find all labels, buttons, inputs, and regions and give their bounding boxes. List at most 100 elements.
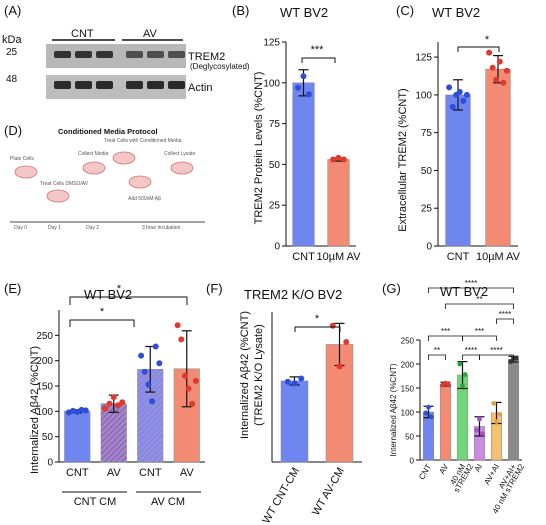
x-tick-label: AV: [107, 467, 122, 479]
blot-bands: [54, 51, 185, 89]
data-point: [106, 400, 113, 407]
band-actin-2: [75, 81, 92, 89]
y-tick-label: 150: [36, 382, 53, 393]
protocol-dish-3: [82, 161, 106, 175]
data-point: [486, 49, 493, 56]
sig-bracket: [69, 319, 135, 327]
protocol-dish-6: [170, 161, 194, 175]
group-label-cnt-cm: CNT CM: [74, 496, 117, 508]
data-point: [102, 405, 109, 412]
x-tick-label: 10µM AV: [316, 251, 361, 263]
data-point: [500, 79, 507, 86]
data-point: [284, 378, 291, 385]
band-trem2-4: [126, 51, 143, 58]
data-point: [423, 410, 429, 416]
data-point: [449, 103, 456, 110]
y-tick-label: 0: [274, 242, 280, 253]
band-trem2-6: [168, 51, 185, 58]
panel-a: (A) kDa 25 48 CNT AV TREM2 (Deglycosylat…: [2, 3, 250, 99]
sig-label: ****: [499, 310, 511, 319]
y-tick-label: 100: [401, 409, 415, 418]
data-point: [460, 383, 465, 388]
x-tick-label: AV: [180, 467, 195, 479]
band-label-actin: Actin: [188, 82, 212, 94]
band-label-trem2-sub: (Deglycosylated): [190, 62, 250, 71]
sig-bracket: [457, 46, 500, 52]
data-point: [300, 73, 307, 80]
data-point: [343, 339, 350, 345]
group-label-av-cm: AV CM: [151, 496, 185, 508]
data-point: [503, 67, 510, 74]
data-point: [508, 359, 514, 364]
chart-e: 0 50 100 150 200 250 CNT AV CNT AV: [36, 296, 205, 479]
panel-d: (D) Conditioned Media Protocol Plate Cel…: [4, 123, 205, 231]
data-point: [445, 381, 451, 387]
panel-letter-d: (D): [4, 123, 22, 138]
panel-e-title: WT BV2: [84, 287, 132, 302]
sig-label: ***: [441, 327, 450, 336]
data-point: [152, 343, 159, 350]
data-point: [474, 427, 480, 433]
sig-label: ****: [465, 346, 477, 355]
bar: [422, 411, 435, 461]
data-point: [145, 381, 152, 388]
step-collect-media: Collect Media: [78, 151, 109, 157]
panel-b-ylabel: TREM2 Protein Levels (%CNT): [253, 72, 265, 225]
data-point: [489, 64, 496, 71]
x-tick-label: CNT: [417, 462, 433, 481]
sig-bracket: [428, 354, 446, 360]
kda-label: kDa: [2, 34, 22, 46]
data-point: [462, 372, 468, 377]
band-trem2-5: [147, 51, 164, 58]
panel-letter-f: (F): [206, 281, 223, 296]
y-tick-label: 200: [401, 361, 415, 370]
panel-g-significance: ************* ***** **** ****: [428, 279, 514, 360]
panel-b-title: WT BV2: [280, 5, 328, 20]
blot-group-cnt: CNT: [71, 28, 94, 40]
x-tick-label: AI: [473, 463, 485, 474]
sig-label: ****: [490, 346, 502, 355]
y-tick-label: 75: [269, 119, 281, 130]
x-tick-label: CNT: [292, 251, 315, 263]
panel-letter-b: (B): [232, 3, 249, 18]
band-actin-3: [96, 81, 113, 89]
y-tick-label: 250: [36, 331, 53, 342]
data-point: [305, 91, 312, 98]
chart-f: WT CNT-CM WT AV-CM: [260, 312, 362, 525]
y-tick-label: 75: [421, 128, 433, 139]
day-1: Day 1: [48, 225, 61, 231]
data-point: [336, 363, 343, 370]
bar: [64, 411, 91, 463]
day-2: Day 2: [86, 225, 99, 231]
data-point: [340, 156, 347, 163]
data-point: [329, 322, 336, 329]
y-tick-label: 0: [47, 458, 53, 469]
data-point: [295, 84, 302, 91]
bar: [327, 159, 350, 247]
panel-e-sig-2: *: [100, 306, 105, 318]
data-point: [494, 419, 499, 424]
incubation-3h: 3 hour incubation: [142, 225, 181, 231]
blot-group-av: AV: [143, 28, 158, 40]
data-point: [138, 352, 145, 359]
data-point: [298, 375, 305, 382]
sig-bracket: [496, 318, 514, 324]
data-point: [496, 412, 502, 417]
data-point: [149, 398, 156, 405]
data-point: [110, 394, 117, 401]
data-point: [457, 361, 463, 367]
panel-e-ylabel: Internalized Aβ42 (%CNT): [29, 346, 41, 474]
panel-b: (B) WT BV2 TREM2 Protein Levels (%CNT) 0…: [232, 3, 361, 263]
sig-bracket: [428, 335, 463, 341]
step-treat-cells: Treat Cells DMSO/AV: [40, 181, 89, 187]
protocol-dish-2: [46, 189, 70, 203]
data-point: [291, 380, 298, 387]
sig-bracket: [462, 335, 497, 341]
band-trem2-3: [96, 51, 113, 58]
data-point: [178, 336, 185, 343]
band-label-trem2: TREM2: [188, 51, 225, 63]
bar: [292, 82, 315, 247]
y-tick-label: 100: [36, 407, 53, 418]
sig-bracket: [479, 354, 514, 360]
